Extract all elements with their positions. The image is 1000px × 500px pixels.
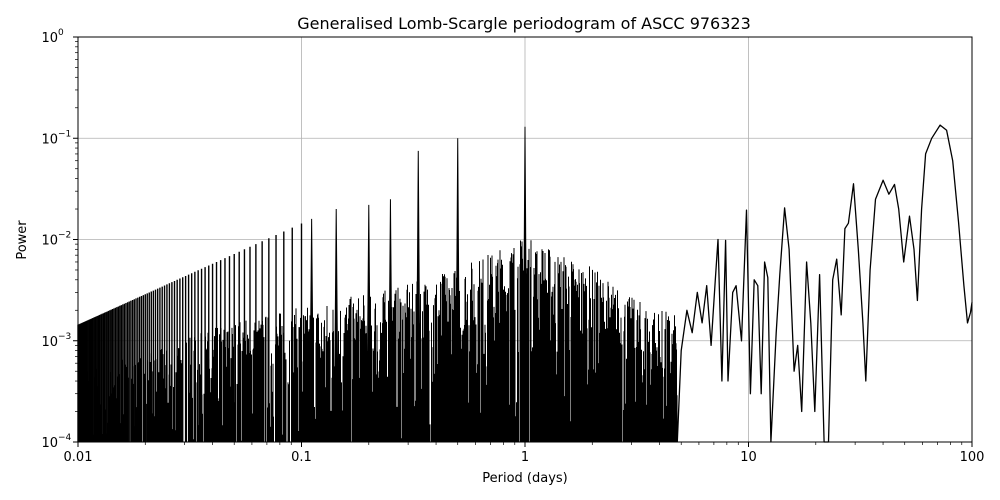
y-tick-label: 10 bbox=[41, 234, 58, 249]
y-axis-label: Power bbox=[15, 220, 30, 260]
x-tick-label: 0.01 bbox=[64, 450, 93, 465]
y-tick-exponent: −3 bbox=[58, 332, 71, 342]
x-axis: 0.01 0.1 1 10 100 bbox=[64, 442, 985, 465]
chart-title: Generalised Lomb-Scargle periodogram of … bbox=[297, 14, 751, 33]
x-tick-label: 1 bbox=[521, 450, 529, 465]
y-tick-label: 10 bbox=[41, 31, 58, 46]
y-tick-exponent: 0 bbox=[58, 28, 64, 38]
y-tick-exponent: −1 bbox=[58, 129, 71, 139]
x-tick-label: 10 bbox=[740, 450, 757, 465]
y-tick-exponent: −2 bbox=[58, 231, 71, 241]
power-series bbox=[77, 124, 973, 443]
y-tick-exponent: −4 bbox=[58, 433, 72, 443]
x-tick-label: 0.1 bbox=[291, 450, 312, 465]
x-tick-label: 100 bbox=[960, 450, 985, 465]
x-axis-label: Period (days) bbox=[482, 471, 568, 486]
y-tick-label: 10 bbox=[41, 335, 58, 350]
y-tick-label: 10 bbox=[41, 436, 58, 451]
y-tick-label: 10 bbox=[41, 132, 58, 147]
